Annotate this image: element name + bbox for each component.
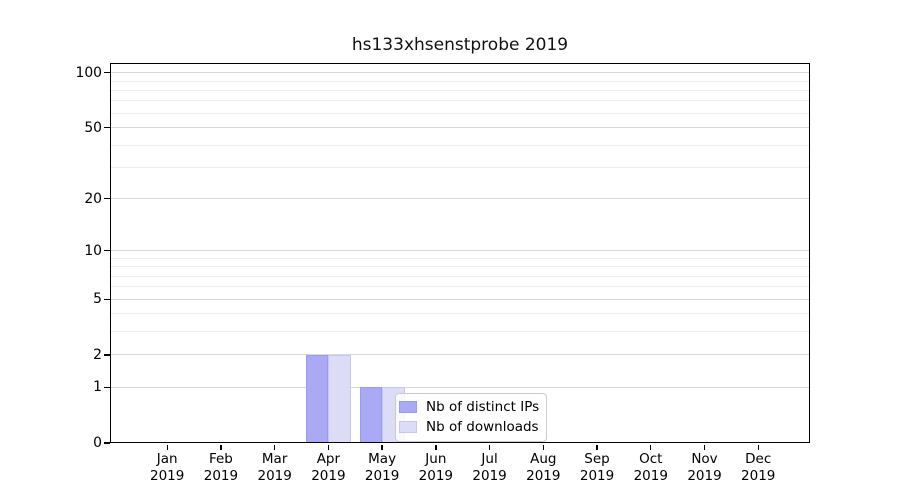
y-tick	[104, 298, 110, 300]
bar-nb-of-downloads-apr	[328, 354, 351, 443]
x-tick	[273, 444, 276, 450]
x-tick-year: 2019	[472, 467, 507, 484]
y-tick-label: 5	[93, 291, 102, 308]
x-tick-year: 2019	[741, 467, 776, 484]
x-tick-label: Nov 2019	[687, 451, 721, 484]
gridline-minor	[111, 166, 809, 168]
x-tick	[488, 444, 491, 450]
y-tick	[104, 198, 110, 200]
x-tick	[757, 444, 759, 450]
y-tick-label: 0	[93, 435, 102, 451]
gridline-minor	[111, 144, 809, 146]
x-tick-year: 2019	[364, 467, 400, 484]
gridline-minor	[111, 89, 809, 91]
x-tick-year: 2019	[150, 467, 185, 484]
x-tick-month: Feb	[208, 451, 233, 467]
gridline-major	[111, 298, 809, 300]
gridline-minor	[111, 286, 809, 288]
gridline-minor	[111, 266, 809, 268]
gridline-minor	[111, 80, 809, 82]
x-tick-label: Jun 2019	[419, 451, 453, 484]
legend-item-distinct-ips: Nb of distinct IPs	[399, 397, 539, 417]
x-tick	[220, 444, 222, 450]
x-tick-label: Mar 2019	[257, 451, 291, 484]
x-tick-month: Jan	[156, 451, 178, 467]
y-tick-label: 2	[93, 346, 102, 363]
legend-label-downloads: Nb of downloads	[426, 419, 539, 435]
x-tick-year: 2019	[526, 467, 561, 484]
chart-title: hs133xhsenstprobe 2019	[351, 35, 569, 55]
x-tick-label: Jan 2019	[150, 451, 184, 484]
x-tick	[542, 444, 544, 450]
legend-label-distinct-ips: Nb of distinct IPs	[426, 399, 540, 415]
x-tick-month: Jul	[481, 451, 498, 467]
gridline-major	[111, 354, 809, 356]
gridline-major	[111, 386, 809, 388]
x-tick-month: Mar	[261, 451, 288, 467]
x-tick	[435, 444, 437, 450]
x-tick	[703, 444, 706, 450]
x-tick	[596, 444, 598, 450]
y-tick-label: 20	[84, 190, 102, 207]
gridline-minor	[111, 331, 809, 333]
y-tick	[104, 442, 110, 444]
y-tick-label: 100	[75, 64, 102, 81]
legend-swatch-distinct-ips	[399, 400, 417, 414]
bar-nb-of-distinct-ips-may	[359, 387, 383, 443]
x-tick-year: 2019	[257, 467, 292, 484]
legend-swatch-downloads	[399, 420, 417, 434]
x-tick-month: Dec	[745, 451, 772, 467]
y-tick	[104, 249, 110, 252]
x-tick-label: Feb 2019	[204, 451, 238, 484]
y-tick	[104, 72, 110, 74]
gridline-minor	[111, 100, 809, 102]
x-tick	[166, 444, 168, 450]
x-tick-label: May 2019	[365, 451, 399, 484]
legend: Nb of distinct IPs Nb of downloads	[395, 393, 548, 442]
x-tick-month: Nov	[691, 451, 718, 467]
x-tick-year: 2019	[579, 467, 615, 484]
x-tick-year: 2019	[633, 467, 668, 484]
x-tick	[327, 444, 330, 450]
x-tick-label: Jul 2019	[472, 451, 506, 484]
legend-item-downloads: Nb of downloads	[399, 417, 539, 437]
x-tick-month: Sep	[584, 451, 610, 467]
x-tick-month: Aug	[530, 451, 557, 467]
y-tick-label: 50	[84, 119, 102, 136]
x-tick-month: May	[368, 451, 397, 467]
x-tick-year: 2019	[687, 467, 722, 484]
bar-nb-of-distinct-ips-apr	[305, 354, 329, 443]
y-tick	[104, 386, 110, 389]
x-tick-month: Jun	[425, 451, 447, 467]
x-tick-year: 2019	[203, 467, 239, 484]
x-tick-label: Aug 2019	[526, 451, 560, 484]
gridline-minor	[111, 275, 809, 277]
x-tick-label: Apr 2019	[311, 451, 345, 484]
gridline-major	[111, 198, 809, 200]
y-tick-label: 1	[93, 379, 102, 396]
x-tick	[381, 444, 383, 450]
gridline-minor	[111, 313, 809, 315]
x-tick	[650, 444, 652, 450]
y-tick-label: 10	[84, 242, 102, 259]
gridline-major	[111, 250, 809, 252]
x-tick-label: Sep 2019	[580, 451, 614, 484]
x-tick-year: 2019	[418, 467, 454, 484]
x-tick-year: 2019	[311, 467, 346, 484]
x-tick-label: Dec 2019	[741, 451, 775, 484]
gridline-minor	[111, 112, 809, 114]
gridline-major	[111, 72, 809, 74]
x-tick-month: Apr	[316, 451, 341, 467]
y-tick	[104, 126, 110, 129]
x-tick-label: Oct 2019	[634, 451, 668, 484]
gridline-major	[111, 127, 809, 129]
gridline-minor	[111, 257, 809, 259]
x-tick-month: Oct	[639, 451, 663, 467]
y-tick	[104, 354, 110, 356]
